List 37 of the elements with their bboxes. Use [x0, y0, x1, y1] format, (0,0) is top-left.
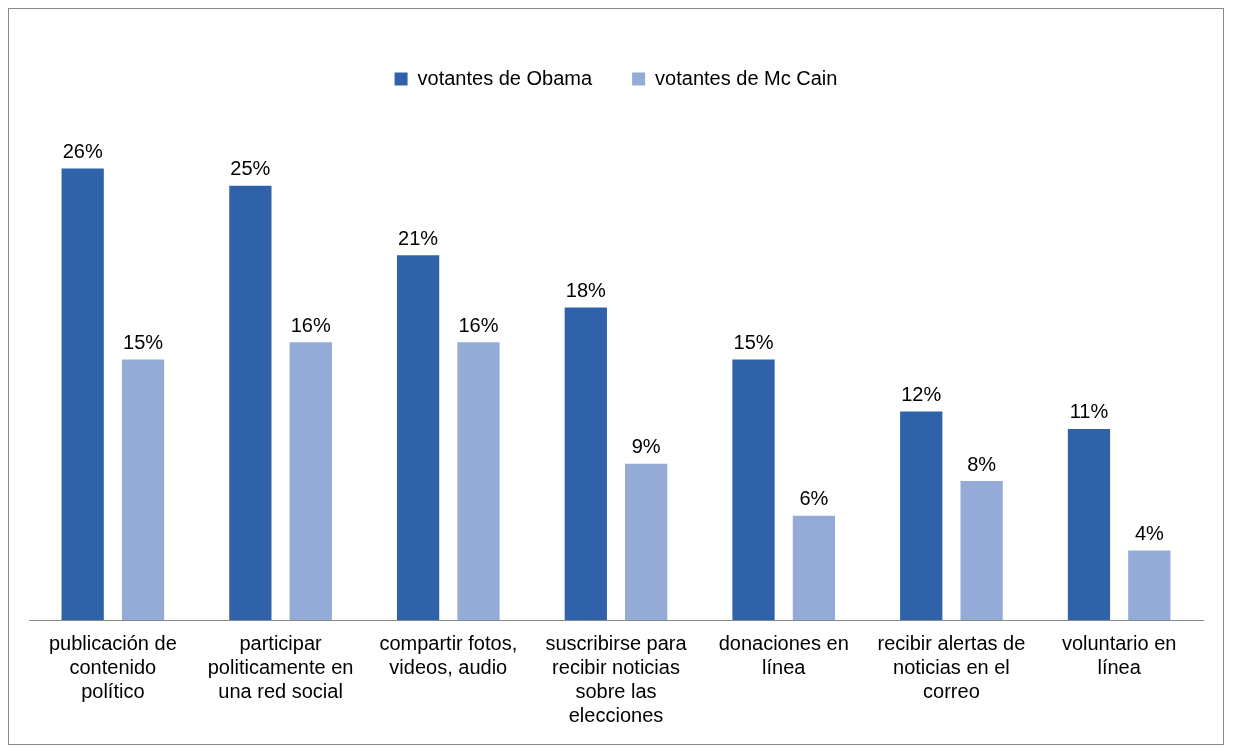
data-label: 26%	[62, 139, 103, 162]
bar	[900, 411, 943, 620]
bar	[792, 515, 836, 620]
legend-label: votantes de Obama	[417, 66, 593, 89]
x-tick-label: suscribirse para recibir noticias sobre las elecciones	[545, 631, 688, 726]
data-label: 16%	[458, 313, 499, 336]
data-label: 18%	[565, 278, 607, 301]
data-label: 15%	[123, 331, 164, 354]
x-tick-label: donaciones en línea	[718, 631, 849, 678]
legend-label: votantes de Mc Cain	[655, 66, 838, 89]
data-label: 4%	[1134, 522, 1164, 545]
bar	[564, 307, 607, 620]
data-label: 15%	[733, 331, 774, 354]
bar	[396, 255, 440, 620]
data-label: 21%	[398, 226, 439, 249]
bar	[1128, 550, 1171, 620]
data-label: 16%	[290, 313, 331, 336]
bar	[61, 168, 104, 620]
x-tick-label: compartir fotos, videos, audio	[379, 631, 518, 678]
x-tick-label: publicación de contenido político	[48, 631, 177, 702]
data-label: 11%	[1069, 400, 1109, 423]
bar	[625, 463, 668, 620]
x-tick-label: participar politicamente en una red social	[207, 631, 354, 702]
data-label: 8%	[967, 452, 997, 475]
bar	[121, 359, 165, 620]
bar	[229, 185, 272, 620]
bar	[960, 481, 1003, 620]
x-tick-label: recibir alertas de noticias en el correo	[877, 631, 1026, 702]
x-tick-label: voluntario en línea	[1061, 631, 1177, 678]
bar	[289, 342, 332, 620]
data-label: 9%	[631, 435, 661, 458]
data-label: 25%	[230, 157, 271, 180]
data-label: 6%	[799, 487, 829, 510]
bar	[1067, 428, 1111, 620]
bar	[732, 359, 775, 620]
bar	[457, 342, 500, 620]
data-label: 12%	[901, 383, 942, 406]
